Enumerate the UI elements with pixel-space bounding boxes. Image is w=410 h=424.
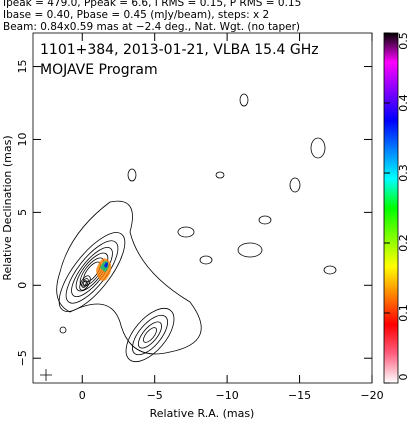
plot-title: 1101+384, 2013-01-21, VLBA 15.4 GHz bbox=[40, 42, 319, 58]
y-tick-label: 15 bbox=[16, 60, 29, 74]
y-tick-label: −5 bbox=[16, 350, 29, 366]
header-line: Ipeak = 479.0, Ppeak = 6.6, I RMS = 0.15… bbox=[3, 0, 301, 9]
header-line: Ibase = 0.40, Pbase = 0.45 (mJy/beam), s… bbox=[3, 9, 269, 21]
colorbar-tick-label: 0.5 bbox=[397, 32, 410, 50]
plot-frame bbox=[32, 32, 373, 384]
plot-subtitle: MOJAVE Program bbox=[40, 62, 158, 78]
colorbar-tick-label: 0.1 bbox=[397, 304, 410, 322]
x-axis-label: Relative R.A. (mas) bbox=[150, 407, 255, 420]
y-tick-label: 0 bbox=[16, 282, 29, 289]
y-tick-label: 5 bbox=[16, 209, 29, 216]
x-tick-label: −5 bbox=[147, 389, 163, 402]
y-axis-label: Relative Declination (mas) bbox=[1, 135, 14, 280]
contours bbox=[40, 93, 337, 381]
x-tick-label: −20 bbox=[360, 389, 383, 402]
x-tick-label: 0 bbox=[79, 389, 86, 402]
colorbar-tick-label: 0.4 bbox=[397, 94, 410, 112]
y-tick-label: 10 bbox=[16, 132, 29, 146]
colorbar-tick-label: 0 bbox=[397, 374, 410, 381]
colorbar bbox=[383, 32, 399, 384]
header-line: Beam: 0.84x0.59 mas at −2.4 deg., Nat. W… bbox=[3, 21, 300, 33]
x-tick-label: −10 bbox=[216, 389, 239, 402]
colorbar-tick-label: 0.2 bbox=[397, 234, 410, 252]
x-tick-label: −15 bbox=[288, 389, 311, 402]
colorbar-tick-label: 0.3 bbox=[397, 164, 410, 182]
header: Ipeak = 479.0, Ppeak = 6.6, I RMS = 0.15… bbox=[3, 0, 301, 33]
